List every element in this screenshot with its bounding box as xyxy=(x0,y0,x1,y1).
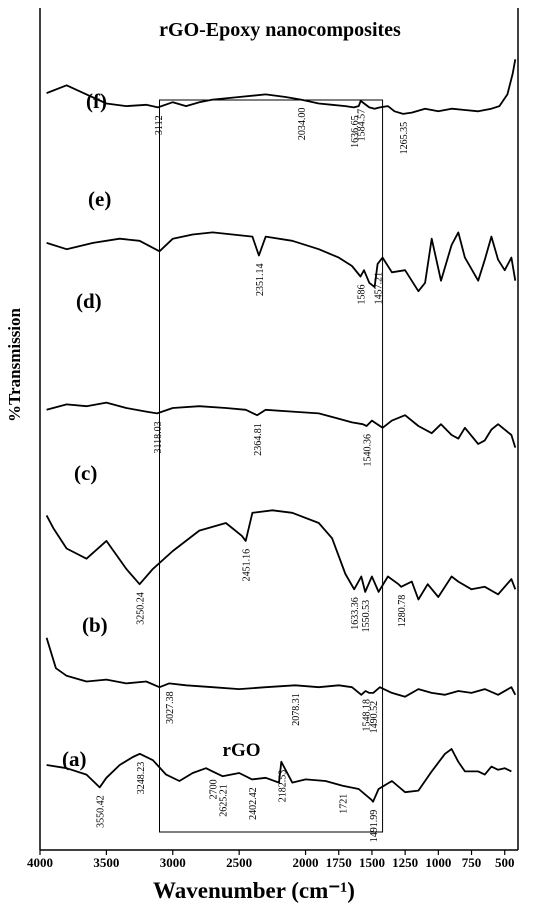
peak-label: 3112 xyxy=(154,115,165,135)
peak-label: 2182.53 xyxy=(277,770,288,803)
peak-label: 1550.53 xyxy=(361,600,372,633)
series-label-f: (f) xyxy=(86,89,107,113)
x-tick-label: 3000 xyxy=(160,855,186,870)
highlight-box xyxy=(159,99,384,833)
x-tick-label: 750 xyxy=(462,855,482,870)
y-axis-label: %Transmission xyxy=(5,307,24,422)
peak-label: 3248.23 xyxy=(136,762,147,795)
peak-label: 1548.18 xyxy=(362,699,373,732)
peak-label: 1540.36 xyxy=(363,434,374,467)
peak-label: 1586 xyxy=(357,285,368,305)
peak-label: 1633.36 xyxy=(350,597,361,630)
peak-label: 1457.21 xyxy=(374,272,385,305)
x-tick-label: 3500 xyxy=(93,855,119,870)
peak-label: 2451.16 xyxy=(242,549,253,582)
inline-series-label: rGO xyxy=(223,740,261,761)
series-label-b: (b) xyxy=(82,613,108,637)
series-line-d xyxy=(46,401,517,448)
peak-label: 1280.78 xyxy=(397,595,408,628)
x-tick-label: 1250 xyxy=(392,855,418,870)
x-tick-label: 1750 xyxy=(326,855,352,870)
x-axis-label: Wavenumber (cm⁻¹) xyxy=(153,878,355,903)
chart-title: rGO-Epoxy nanocomposites xyxy=(159,19,401,41)
x-tick-label: 4000 xyxy=(27,855,53,870)
x-tick-label: 2000 xyxy=(293,855,319,870)
curve-labels: (f) (e) (d) (c) (b) (a) rGO xyxy=(62,89,261,771)
peak-label: 1491.99 xyxy=(369,810,380,843)
series-line-c xyxy=(45,509,517,601)
peak-label: 1490.52 xyxy=(369,701,380,734)
x-axis-ticks: 4000 3500 3000 2500 2000 1750 1500 1250 1000 750 5… xyxy=(27,850,514,870)
peak-label: 2700 xyxy=(209,779,220,799)
series-label-d: (d) xyxy=(76,289,102,313)
spectra xyxy=(45,59,517,803)
series-line-a xyxy=(46,748,512,803)
peak-label: 2402.42 xyxy=(248,787,259,820)
series-label-c: (c) xyxy=(74,461,97,485)
series-line-b xyxy=(45,637,517,698)
peak-label: 3118.03 xyxy=(153,421,164,453)
series-line-f xyxy=(46,59,517,115)
peak-label: 1584.57 xyxy=(357,109,368,141)
peak-label: 3027.38 xyxy=(165,691,176,724)
peak-label: 1636.65 xyxy=(350,115,361,147)
x-tick-label: 1000 xyxy=(425,855,451,870)
x-tick-label: 500 xyxy=(495,855,515,870)
x-tick-label: 1500 xyxy=(359,855,385,870)
peak-label: 3550.42 xyxy=(96,795,107,828)
peak-label: 3250.24 xyxy=(136,592,147,625)
peak-label: 2034.00 xyxy=(297,108,308,141)
x-tick-label: 2500 xyxy=(226,855,252,870)
peak-label: 1265.35 xyxy=(399,122,410,154)
series-label-a: (a) xyxy=(62,747,87,771)
series-line-e xyxy=(46,231,517,293)
series-label-e: (e) xyxy=(88,187,111,211)
peak-label: 2351.14 xyxy=(255,264,266,297)
peak-label: 2364.81 xyxy=(253,423,264,456)
highlight-rectangle xyxy=(159,99,384,833)
peak-label: 1721 xyxy=(339,794,350,814)
peak-label: 2625.21 xyxy=(219,784,230,817)
peak-label: 2078.31 xyxy=(291,693,302,726)
